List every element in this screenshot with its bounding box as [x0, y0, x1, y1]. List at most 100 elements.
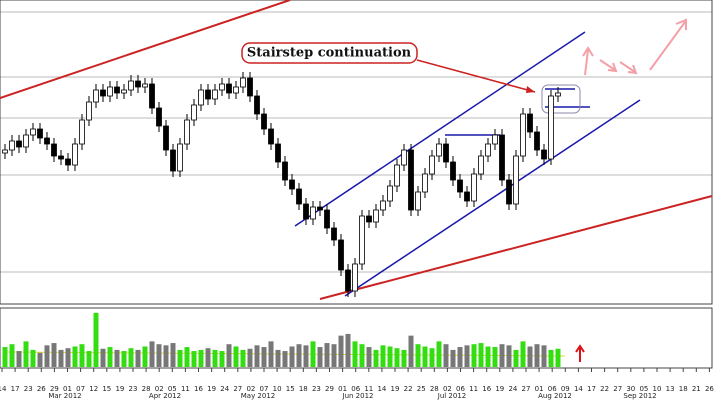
candle-body [177, 143, 183, 172]
volume-bar [317, 347, 323, 367]
candle-body [156, 107, 162, 127]
volume-bar [401, 349, 407, 367]
candle-body [408, 149, 414, 211]
candle-body [555, 92, 561, 97]
volume-bar [464, 345, 470, 367]
candle-body [65, 158, 71, 166]
volume-bar [30, 349, 36, 367]
volume-bar [443, 344, 449, 367]
candle-body [247, 77, 253, 97]
x-tick-label: 23 [129, 385, 138, 393]
volume-bar [506, 345, 512, 367]
channel-line [344, 99, 641, 297]
volume-bar [72, 346, 78, 367]
candle-body [317, 206, 323, 211]
candle-body [268, 128, 274, 145]
x-tick-label: 19 [495, 385, 504, 393]
candle-body [240, 77, 246, 88]
x-tick-label: 17 [587, 385, 596, 393]
candle-body [93, 89, 99, 103]
x-tick-label: 26 [705, 385, 714, 393]
candle-body [534, 131, 540, 151]
volume-bar [107, 347, 113, 367]
volume-bar [282, 351, 288, 367]
arrow [599, 59, 618, 73]
candle-body [205, 89, 211, 100]
candle-body [352, 263, 358, 292]
volume-bar [534, 344, 540, 367]
volume-bar [23, 341, 29, 367]
volume-bar [429, 348, 435, 367]
x-tick-label: 22 [600, 385, 609, 393]
volume-bar [485, 346, 491, 367]
candle-body [366, 215, 372, 223]
volume-bar [513, 349, 519, 367]
volume-bar [373, 349, 379, 367]
x-tick-label: 01 [338, 385, 347, 393]
x-tick-label: 18 [679, 385, 688, 393]
candle-body [86, 101, 92, 121]
volume-bar [128, 348, 134, 367]
volume-bar [415, 344, 421, 367]
arrow [649, 18, 687, 71]
arrow [582, 46, 594, 76]
x-tick-label: 30 [626, 385, 635, 393]
x-tick-label: 25 [417, 385, 426, 393]
candle-body [331, 227, 337, 241]
arrow [619, 61, 638, 75]
volume-bar [310, 341, 316, 367]
volume-bar [499, 344, 505, 367]
x-tick-label: 24 [220, 385, 229, 393]
x-tick-label: 10 [653, 385, 662, 393]
candle-body [527, 113, 533, 133]
candle-body [289, 179, 295, 190]
x-tick-label: 14 [574, 385, 583, 393]
volume-bar [261, 347, 267, 367]
x-tick-label: 02 [443, 385, 452, 393]
volume-bar [58, 349, 64, 367]
x-tick-label: 17 [11, 385, 20, 393]
x-tick-label: 02 [246, 385, 255, 393]
annotation-box [241, 42, 418, 64]
volume-bar [226, 344, 232, 367]
volume-bar [520, 341, 526, 367]
candle-body [520, 113, 526, 157]
x-tick-label: 01 [535, 385, 544, 393]
volume-bar [233, 346, 239, 367]
x-tick-label: 07 [260, 385, 269, 393]
annotation: Stairstep continuation [247, 46, 412, 61]
candle-body [261, 113, 267, 130]
candle-body [191, 104, 197, 121]
candle-body [457, 179, 463, 193]
candle-body [37, 128, 43, 139]
volume-bar [198, 349, 204, 367]
candle-body [16, 140, 22, 148]
candle-body [44, 137, 50, 145]
volume-bar [16, 351, 22, 367]
volume-bar [93, 312, 99, 367]
x-tick-label: 27 [522, 385, 531, 393]
x-tick-label: 01 [63, 385, 72, 393]
candle-body [499, 134, 505, 181]
x-tick-label: 28 [430, 385, 439, 393]
candle-body [100, 89, 106, 97]
candle-body [51, 143, 57, 157]
volume-bar [478, 343, 484, 367]
price-frame [0, 0, 713, 305]
volume-bar [86, 351, 92, 367]
month-label: Jun 2012 [342, 392, 374, 400]
candle-body [303, 203, 309, 220]
month-label: Apr 2012 [149, 392, 181, 400]
candle-body [429, 155, 435, 175]
volume-bar [219, 351, 225, 367]
x-tick-label: 26 [37, 385, 46, 393]
volume-arrow [575, 344, 585, 362]
candle-body [464, 191, 470, 202]
volume-bar [548, 349, 554, 367]
candle-body [79, 119, 85, 145]
x-tick-label: 11 [364, 385, 373, 393]
volume-bar [44, 345, 50, 367]
candle-body [58, 155, 64, 160]
